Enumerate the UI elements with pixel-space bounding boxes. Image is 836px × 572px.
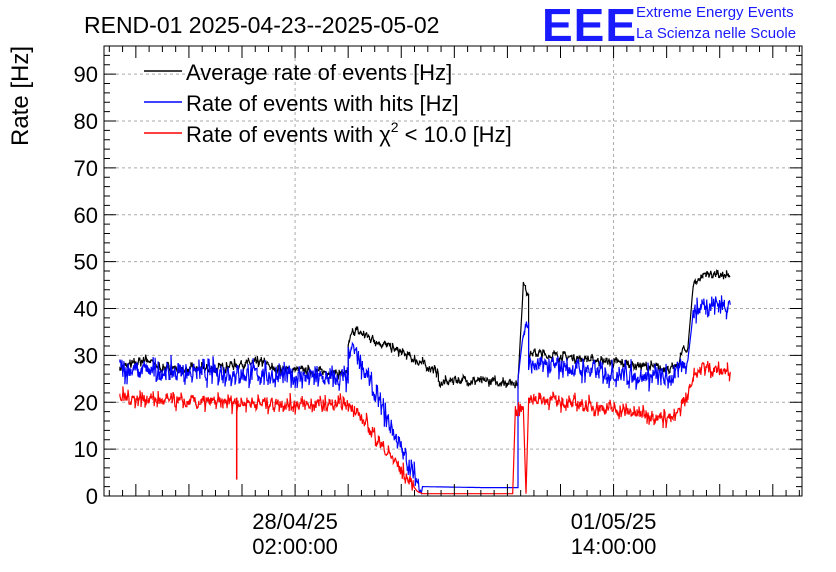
y-axis-label: Rate [Hz]	[7, 46, 34, 146]
x-tick-label: 28/04/25	[252, 509, 338, 534]
eee-logo: EEE	[542, 0, 638, 51]
chart-title: REND-01 2025-04-23--2025-05-02	[84, 12, 440, 38]
logo-line-1: Extreme Energy Events	[636, 4, 794, 21]
legend-label-avg: Average rate of events [Hz]	[186, 60, 452, 85]
y-tick-label: 20	[74, 390, 98, 415]
legend-chi-suffix: < 10.0 [Hz]	[399, 122, 512, 147]
logo-line-2: La Scienza nelle Scuole	[636, 25, 797, 42]
legend-chi-sup: 2	[391, 119, 399, 135]
x-tick-label: 14:00:00	[571, 534, 657, 559]
legend-chi-prefix: Rate of events with χ	[186, 122, 391, 147]
series-layer	[119, 268, 731, 496]
legend-label-chi: Rate of events with χ2 < 10.0 [Hz]	[186, 119, 512, 147]
y-tick-label: 60	[74, 203, 98, 228]
y-tick-label: 40	[74, 297, 98, 322]
y-tick-label: 10	[74, 437, 98, 462]
x-tick-label: 02:00:00	[252, 534, 338, 559]
y-tick-label: 80	[74, 109, 98, 134]
y-tick-label: 70	[74, 156, 98, 181]
x-tick-label: 01/05/25	[571, 509, 657, 534]
y-tick-label: 30	[74, 343, 98, 368]
y-tick-label: 90	[74, 62, 98, 87]
legend: Average rate of events [Hz] Rate of even…	[144, 60, 512, 147]
y-tick-label: 0	[86, 484, 98, 509]
legend-label-hits: Rate of events with hits [Hz]	[186, 91, 459, 116]
y-tick-label: 50	[74, 250, 98, 275]
series-line-2	[119, 361, 731, 495]
series-line-1	[119, 295, 731, 496]
